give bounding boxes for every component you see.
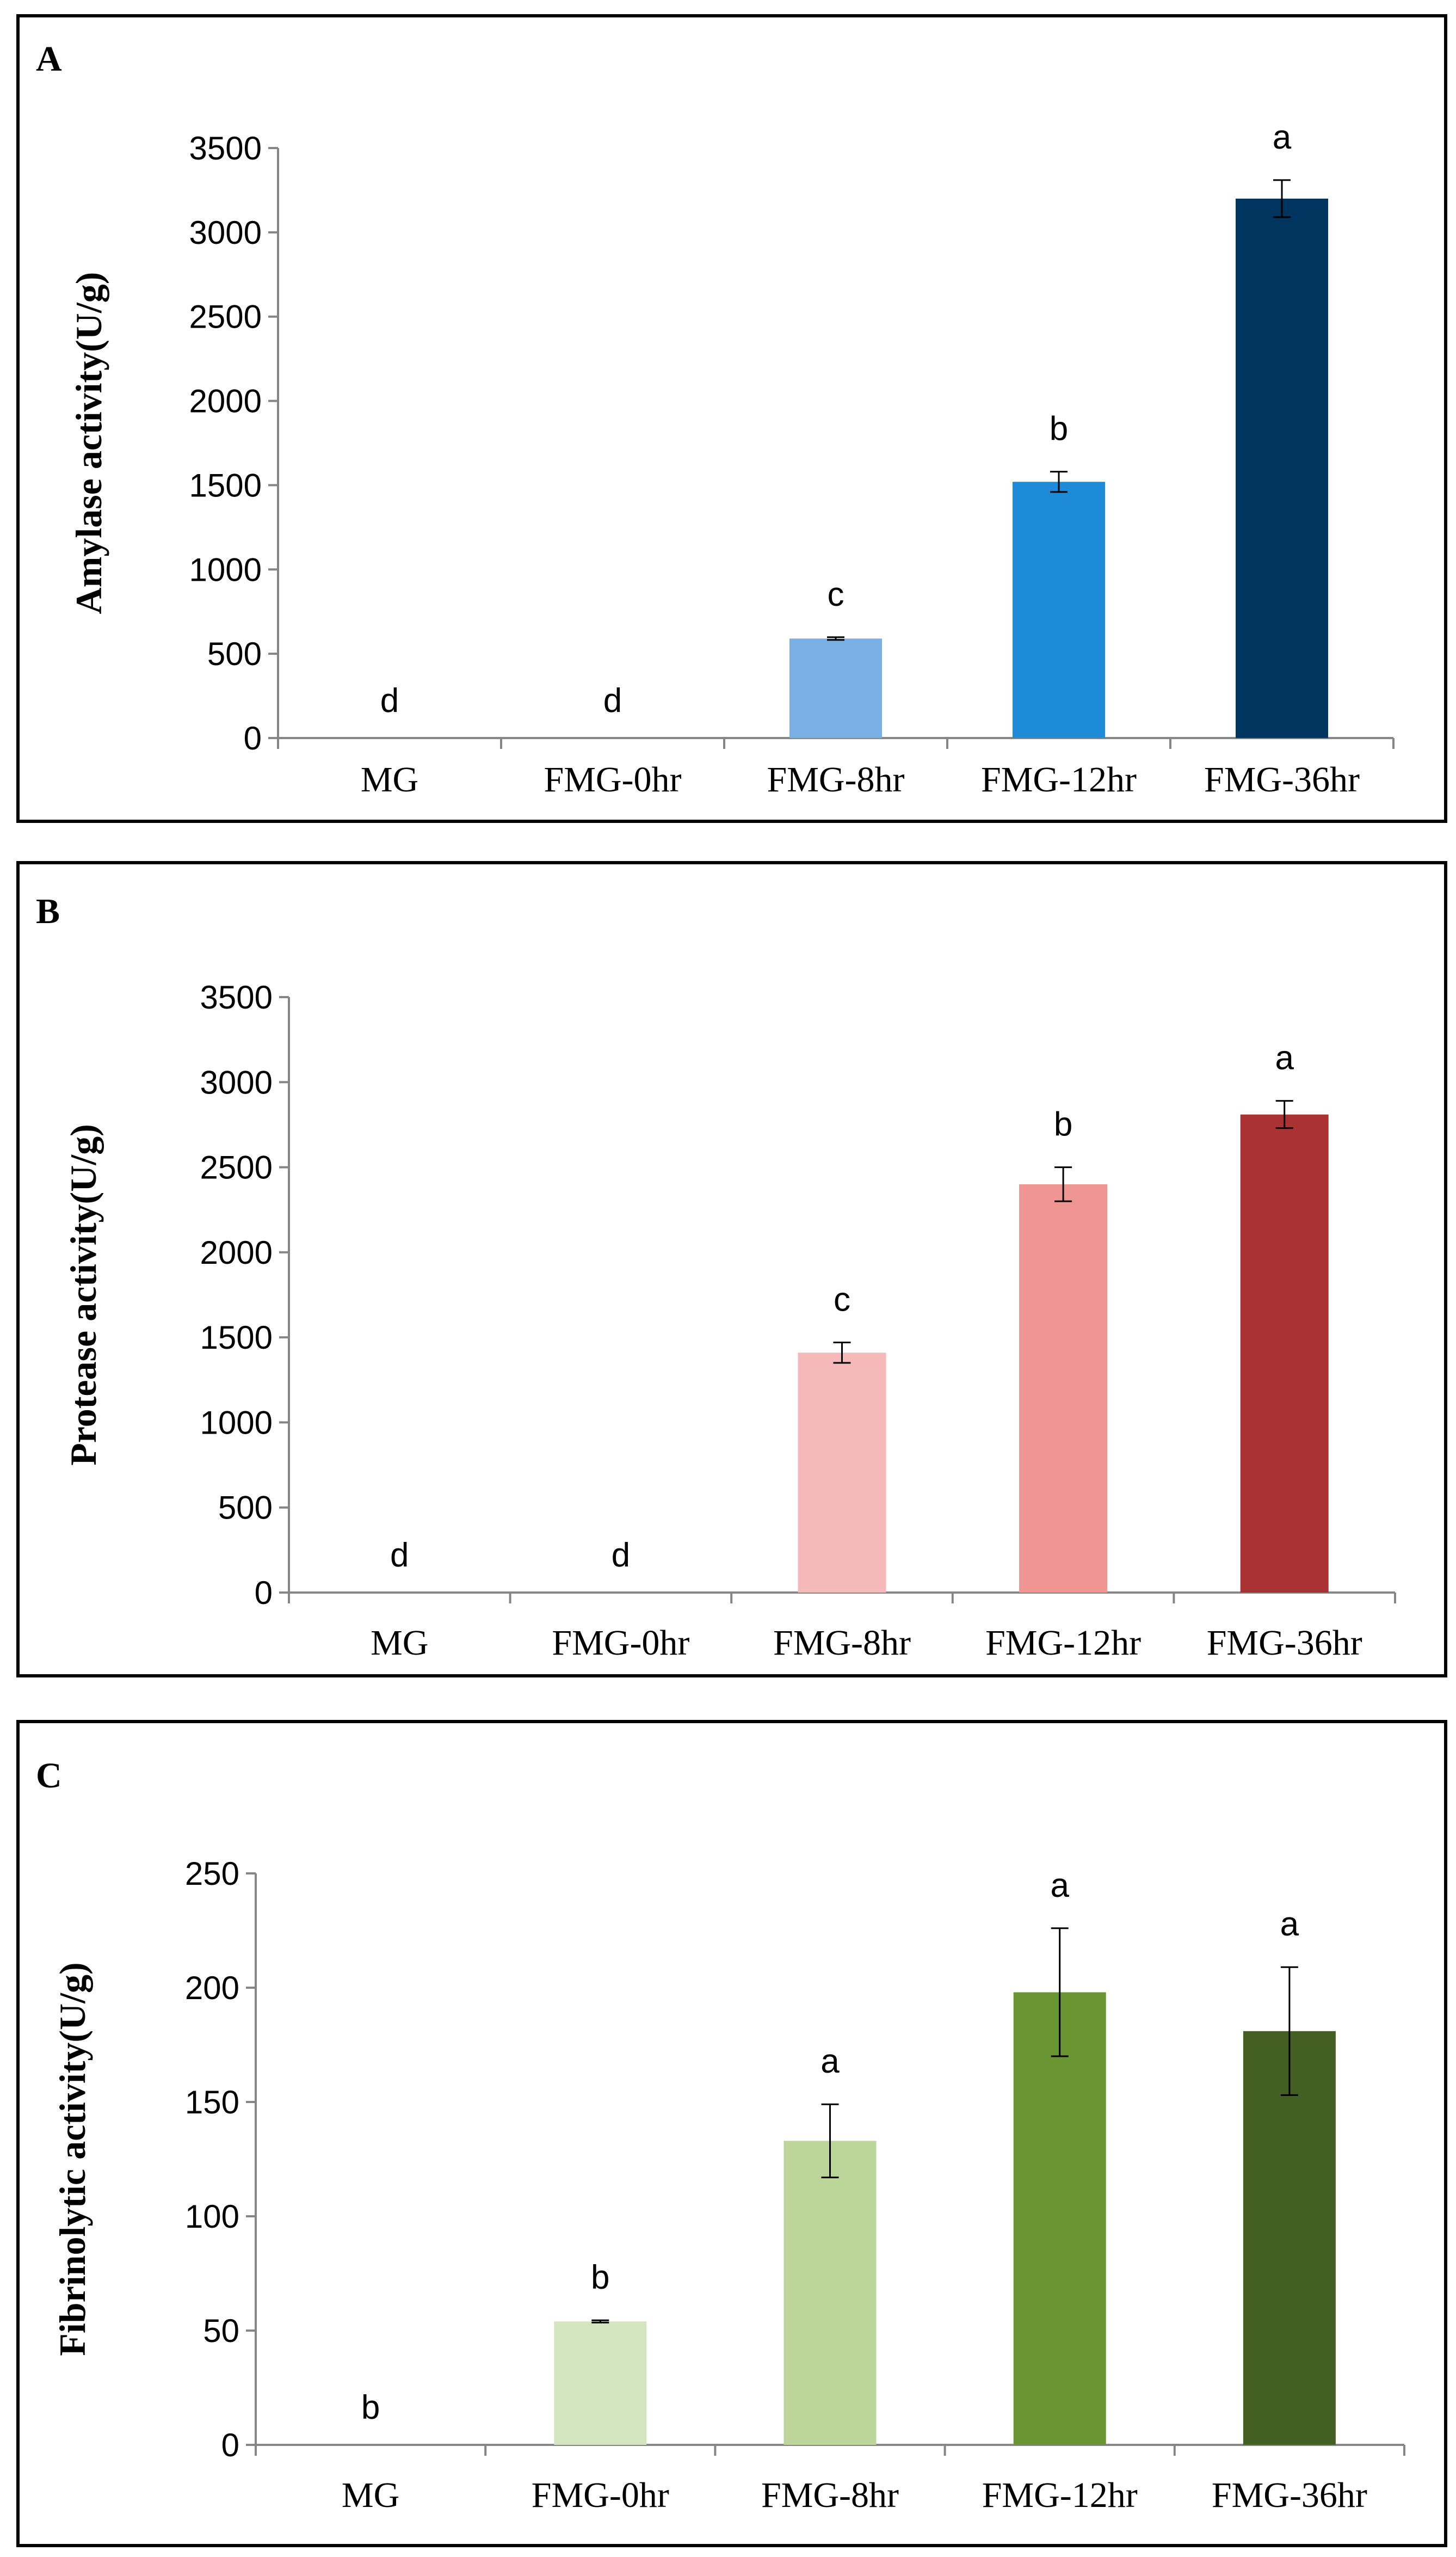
y-tick-label: 1000 (189, 551, 262, 588)
significance-label: c (834, 1281, 850, 1319)
significance-label: a (1050, 1867, 1069, 1904)
x-tick-label: FMG-8hr (773, 1623, 911, 1663)
y-tick-label: 1000 (200, 1404, 273, 1441)
y-tick-label: 3000 (189, 214, 262, 251)
panel-letter: B (36, 892, 60, 931)
significance-label: d (390, 1536, 409, 1574)
y-tick-label: 3500 (189, 130, 262, 167)
bar (798, 1353, 886, 1593)
x-tick-label: MG (371, 1623, 428, 1663)
bar (789, 638, 882, 738)
panel-letter: C (36, 1756, 62, 1796)
significance-label: b (361, 2389, 380, 2426)
amylase-chart-panel: A Amylase activity(U/g) 0 500 1000 1500 2000 25… (16, 14, 1447, 823)
significance-label: d (380, 682, 399, 720)
y-axis-label: Amylase activity(U/g) (68, 272, 109, 614)
x-tick-label: FMG-0hr (532, 2475, 669, 2515)
x-tick-label: FMG-36hr (1207, 1623, 1362, 1663)
bar (1019, 1184, 1108, 1593)
significance-label: a (820, 2043, 840, 2080)
significance-label: a (1280, 1906, 1299, 1943)
significance-label: b (591, 2259, 609, 2296)
significance-label: c (828, 576, 844, 613)
bar (1013, 1992, 1106, 2445)
y-tick-label: 250 (185, 1855, 239, 1892)
bar (783, 2141, 877, 2445)
bar (1236, 198, 1328, 738)
y-tick-label: 150 (185, 2084, 239, 2120)
x-tick-label: FMG-8hr (761, 2475, 899, 2515)
y-tick-label: 1500 (200, 1319, 273, 1356)
significance-label: b (1050, 410, 1068, 448)
x-tick-label: FMG-12hr (981, 760, 1137, 800)
significance-label: b (1054, 1106, 1072, 1144)
bar (1243, 2031, 1336, 2445)
x-tick-label: MG (342, 2475, 399, 2515)
y-tick-label: 2500 (189, 299, 262, 335)
y-tick-label: 2000 (200, 1234, 273, 1271)
x-tick-label: FMG-0hr (544, 760, 681, 800)
fibrinolytic-chart: C Fibrinolytic activity(U/g) 0 50 100 150 200 2… (36, 1756, 1405, 2515)
x-tick-label: FMG-8hr (767, 760, 904, 800)
significance-label: a (1275, 1040, 1294, 1077)
x-tick-label: MG (361, 760, 418, 800)
y-tick-label: 2000 (189, 383, 262, 420)
y-tick-label: 3000 (200, 1064, 273, 1101)
y-tick-label: 200 (185, 1970, 239, 2006)
protease-chart: B Protease activity(U/g) 0 500 1000 1500 2000 2… (36, 892, 1396, 1663)
fibrinolytic-chart-panel: C Fibrinolytic activity(U/g) 0 50 100 150 200 2… (16, 1720, 1447, 2547)
x-tick-label: FMG-12hr (982, 2475, 1138, 2515)
x-tick-label: FMG-36hr (1212, 2475, 1367, 2515)
y-tick-label: 0 (255, 1575, 273, 1611)
significance-label: d (603, 682, 622, 720)
y-tick-label: 1500 (189, 467, 262, 503)
y-tick-label: 3500 (200, 979, 273, 1016)
x-tick-label: FMG-36hr (1204, 760, 1360, 800)
y-tick-label: 100 (185, 2198, 239, 2235)
panel-letter: A (36, 39, 62, 79)
protease-chart-panel: B Protease activity(U/g) 0 500 1000 1500 2000 2… (16, 861, 1447, 1677)
significance-label: d (612, 1536, 630, 1574)
bar (1013, 482, 1105, 738)
y-tick-label: 0 (221, 2427, 239, 2463)
bar (1240, 1114, 1329, 1593)
y-tick-label: 2500 (200, 1150, 273, 1186)
y-tick-label: 500 (207, 636, 262, 672)
y-axis-label: Fibrinolytic activity(U/g) (52, 1962, 93, 2356)
bar (554, 2321, 647, 2445)
x-tick-label: FMG-12hr (985, 1623, 1141, 1663)
x-tick-label: FMG-0hr (552, 1623, 689, 1663)
amylase-chart: A Amylase activity(U/g) 0 500 1000 1500 2000 25… (36, 39, 1395, 800)
significance-label: a (1273, 119, 1292, 156)
y-tick-label: 50 (203, 2313, 239, 2349)
y-tick-label: 500 (218, 1490, 273, 1526)
y-tick-label: 0 (244, 720, 262, 757)
y-axis-label: Protease activity(U/g) (63, 1124, 104, 1466)
